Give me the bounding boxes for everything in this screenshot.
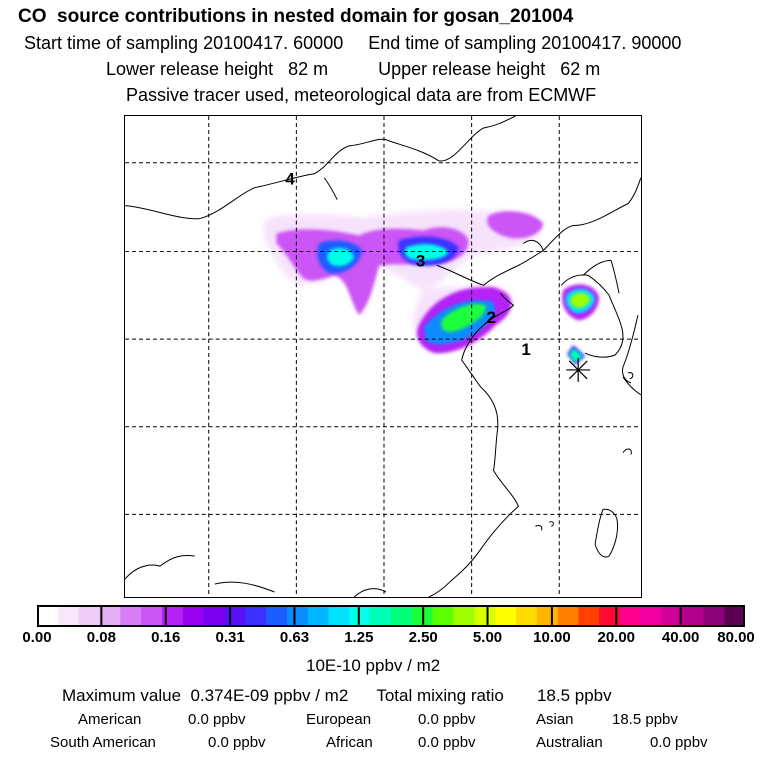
colorbar-cell	[307, 605, 330, 627]
colorbar-tick-label: 10.00	[533, 629, 571, 646]
colorbar-cell	[328, 605, 350, 627]
map-panel: 4 3 2 1	[124, 115, 642, 598]
colorbar-cell	[161, 605, 184, 627]
colorbar-cell	[349, 605, 371, 627]
colorbar-tick-label: 5.00	[472, 629, 503, 646]
colorbar-tick-label: 1.25	[344, 629, 374, 646]
colorbar-cell	[640, 605, 663, 627]
colorbar-cell	[224, 605, 246, 627]
colorbar-cell	[120, 605, 142, 627]
concentration-plume	[264, 209, 600, 365]
colorbar-cell	[37, 605, 59, 627]
colorbar-cell	[78, 605, 101, 627]
colorbar-cell	[99, 605, 121, 627]
south-american-label: South American	[50, 734, 156, 751]
colorbar-cell	[474, 605, 496, 627]
colorbar-cell	[453, 605, 475, 627]
region-label-3: 3	[416, 251, 425, 270]
south-american-value: 0.0 ppbv	[208, 734, 266, 751]
colorbar-cell	[266, 605, 288, 627]
colorbar-tick-label: 0.31	[215, 629, 245, 646]
american-label: American	[78, 711, 142, 728]
african-label: African	[326, 734, 373, 751]
colorbar-cell	[578, 605, 600, 627]
african-value: 0.0 ppbv	[418, 734, 476, 751]
colorbar-tick-label: 0.08	[86, 629, 116, 646]
colorbar-cell	[203, 605, 226, 627]
colorbar-cell	[141, 605, 163, 627]
region-label-1: 1	[521, 340, 530, 359]
colorbar-cell	[432, 605, 455, 627]
colorbar-tick-label: 0.63	[279, 629, 310, 646]
colorbar-cell	[536, 605, 559, 627]
region-label-4: 4	[285, 170, 295, 189]
colorbar-tick-label: 2.50	[408, 629, 438, 646]
colorbar-tick-label: 40.00	[661, 629, 700, 646]
plot-title: CO source contributions in nested domain…	[18, 6, 574, 27]
colorbar-cell	[57, 605, 80, 627]
colorbar-cell	[661, 605, 684, 627]
region-label-2: 2	[487, 308, 496, 327]
colorbar-cell	[245, 605, 267, 627]
colorbar-cell	[370, 605, 392, 627]
american-value: 0.0 ppbv	[188, 711, 246, 728]
colorbar-tick-label: 0.16	[151, 629, 181, 646]
coastlines	[125, 116, 641, 597]
colorbar-units: 10E-10 ppbv / m2	[306, 656, 441, 675]
european-label: European	[306, 711, 372, 728]
colorbar-cell	[515, 605, 538, 627]
colorbar-cell	[495, 605, 517, 627]
lat-lon-grid	[125, 116, 641, 597]
colorbar-cell	[182, 605, 205, 627]
australian-label: Australian	[536, 734, 603, 751]
colorbar-cell	[391, 605, 413, 627]
colorbar-cell	[682, 605, 704, 627]
asian-label: Asian	[536, 711, 574, 728]
colorbar-cell	[724, 605, 745, 627]
colorbar-cell	[286, 605, 309, 627]
colorbar-tick-label: 0.00	[22, 629, 52, 646]
max-value-line: Maximum value 0.374E-09 ppbv / m2 Total …	[62, 686, 612, 705]
colorbar-tick-label: 80.00	[717, 629, 755, 646]
release-height-line: Lower release height 82 m Upper release …	[106, 59, 601, 79]
receptor-star-icon	[566, 357, 591, 382]
asian-value: 18.5 ppbv	[612, 711, 678, 728]
colorbar-cell	[599, 605, 621, 627]
colorbar-tick-label: 20.00	[597, 629, 636, 646]
tracer-info-line: Passive tracer used, meteorological data…	[126, 85, 597, 105]
colorbar-cell	[557, 605, 580, 627]
european-value: 0.0 ppbv	[418, 711, 476, 728]
colorbar-cell	[703, 605, 725, 627]
australian-value: 0.0 ppbv	[650, 734, 708, 751]
sampling-time-line: Start time of sampling 20100417. 60000 E…	[24, 33, 682, 53]
colorbar-cell	[620, 605, 642, 627]
colorbar	[37, 605, 745, 627]
